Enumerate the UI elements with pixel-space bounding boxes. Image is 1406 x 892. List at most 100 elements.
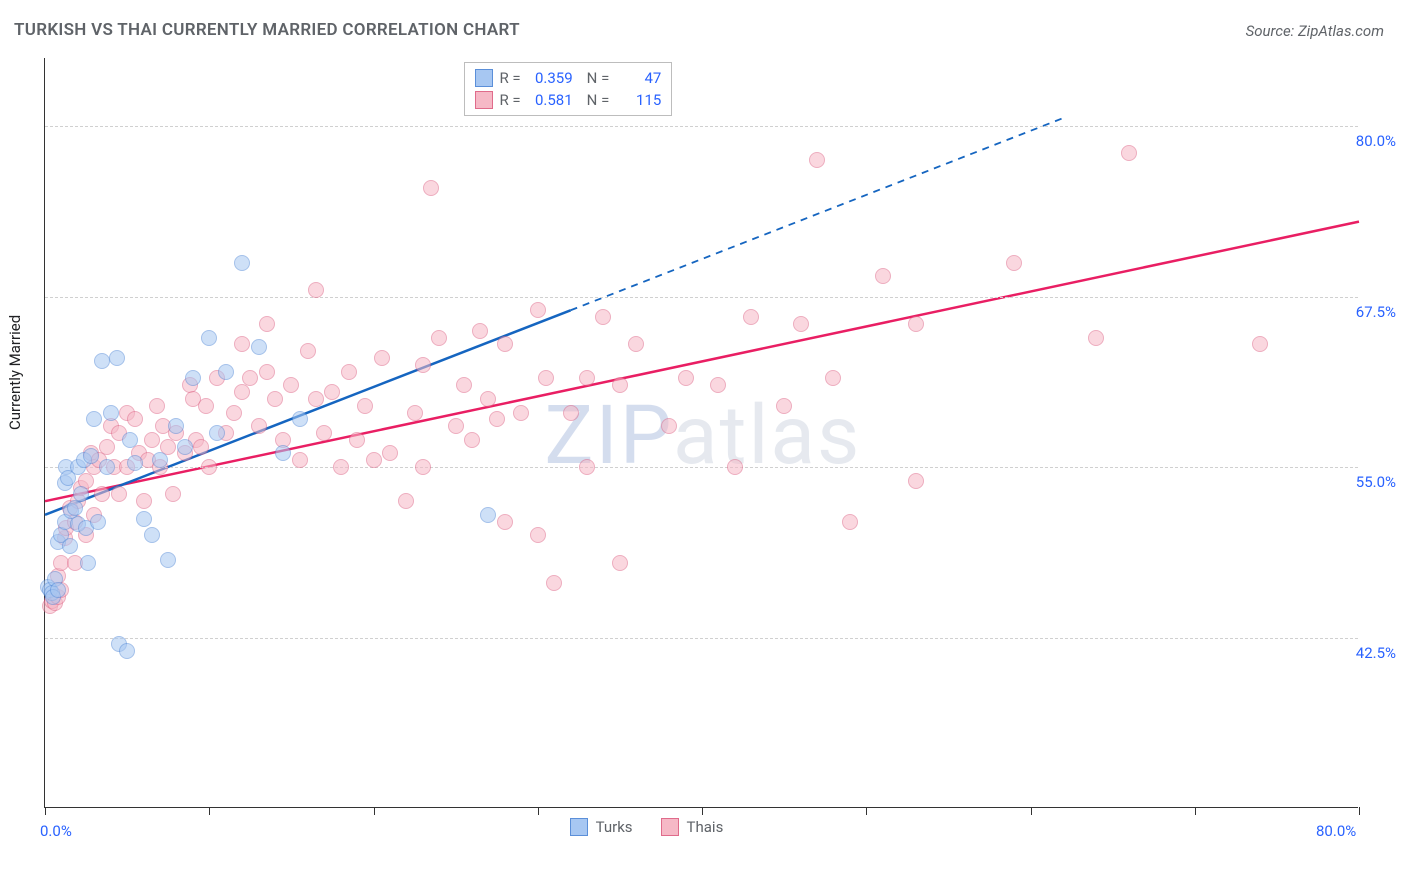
- x-tick: [1195, 807, 1196, 815]
- data-point-thais: [456, 377, 472, 393]
- data-point-thais: [563, 405, 579, 421]
- data-point-thais: [513, 405, 529, 421]
- data-point-turks: [144, 527, 160, 543]
- data-point-turks: [218, 364, 234, 380]
- data-point-thais: [234, 384, 250, 400]
- y-tick-label: 55.0%: [1356, 473, 1396, 491]
- data-point-turks: [209, 425, 225, 441]
- data-point-thais: [308, 282, 324, 298]
- y-tick-label: 80.0%: [1356, 132, 1396, 150]
- data-point-thais: [1006, 255, 1022, 271]
- data-point-turks: [292, 411, 308, 427]
- data-point-thais: [111, 486, 127, 502]
- data-point-thais: [908, 473, 924, 489]
- data-point-thais: [423, 180, 439, 196]
- legend-item-turks: Turks: [570, 818, 633, 836]
- data-point-thais: [349, 432, 365, 448]
- data-point-thais: [1088, 330, 1104, 346]
- data-point-turks: [201, 330, 217, 346]
- data-point-thais: [661, 418, 677, 434]
- data-point-turks: [94, 353, 110, 369]
- n-prefix: N =: [587, 91, 610, 109]
- n-value-turks: 47: [615, 69, 661, 87]
- data-point-thais: [398, 493, 414, 509]
- chart-container: TURKISH VS THAI CURRENTLY MARRIED CORREL…: [0, 0, 1406, 892]
- y-axis-label: Currently Married: [6, 315, 24, 430]
- data-point-thais: [415, 357, 431, 373]
- data-point-thais: [579, 459, 595, 475]
- data-point-thais: [612, 377, 628, 393]
- data-point-thais: [324, 384, 340, 400]
- data-point-thais: [908, 316, 924, 332]
- data-point-turks: [251, 339, 267, 355]
- r-prefix: R =: [499, 69, 520, 87]
- data-point-thais: [842, 514, 858, 530]
- data-point-thais: [415, 459, 431, 475]
- data-point-thais: [431, 330, 447, 346]
- legend-stats-row-turks: R = 0.359 N = 47: [475, 67, 661, 89]
- data-point-turks: [160, 552, 176, 568]
- data-point-thais: [546, 575, 562, 591]
- data-point-thais: [259, 316, 275, 332]
- legend-label-thais: Thais: [687, 818, 724, 836]
- data-point-thais: [875, 268, 891, 284]
- data-point-thais: [283, 377, 299, 393]
- data-point-turks: [119, 643, 135, 659]
- data-point-thais: [149, 398, 165, 414]
- data-point-thais: [727, 459, 743, 475]
- n-prefix: N =: [587, 69, 610, 87]
- data-point-thais: [595, 309, 611, 325]
- data-point-turks: [480, 507, 496, 523]
- data-point-turks: [86, 411, 102, 427]
- data-point-turks: [90, 514, 106, 530]
- data-point-thais: [382, 445, 398, 461]
- gridline: [45, 467, 1358, 468]
- data-point-thais: [480, 391, 496, 407]
- data-point-turks: [67, 500, 83, 516]
- x-tick: [209, 807, 210, 815]
- data-point-thais: [793, 316, 809, 332]
- n-value-thais: 115: [615, 91, 661, 109]
- data-point-thais: [809, 152, 825, 168]
- data-point-thais: [333, 459, 349, 475]
- data-point-thais: [201, 459, 217, 475]
- data-point-thais: [316, 425, 332, 441]
- data-point-thais: [1121, 145, 1137, 161]
- data-point-turks: [109, 350, 125, 366]
- data-point-thais: [497, 336, 513, 352]
- gridline: [45, 638, 1358, 639]
- data-point-turks: [80, 555, 96, 571]
- r-prefix: R =: [499, 91, 520, 109]
- data-point-thais: [99, 439, 115, 455]
- r-value-turks: 0.359: [527, 69, 573, 87]
- data-point-thais: [234, 336, 250, 352]
- x-tick: [702, 807, 703, 815]
- data-point-turks: [99, 459, 115, 475]
- data-point-thais: [710, 377, 726, 393]
- data-point-thais: [530, 527, 546, 543]
- plot-area: ZIPatlas: [44, 58, 1358, 808]
- data-point-thais: [407, 405, 423, 421]
- data-point-thais: [1252, 336, 1268, 352]
- data-point-thais: [357, 398, 373, 414]
- x-tick: [538, 807, 539, 815]
- legend-label-turks: Turks: [596, 818, 633, 836]
- data-point-thais: [579, 370, 595, 386]
- data-point-turks: [127, 455, 143, 471]
- data-point-thais: [341, 364, 357, 380]
- data-point-turks: [177, 439, 193, 455]
- r-value-thais: 0.581: [527, 91, 573, 109]
- x-tick-label: 0.0%: [40, 822, 72, 840]
- data-point-thais: [472, 323, 488, 339]
- data-point-turks: [62, 538, 78, 554]
- data-point-thais: [136, 493, 152, 509]
- data-point-thais: [251, 418, 267, 434]
- data-point-thais: [530, 302, 546, 318]
- legend-swatch-icon: [570, 818, 588, 836]
- data-point-thais: [825, 370, 841, 386]
- x-tick: [866, 807, 867, 815]
- data-point-turks: [73, 486, 89, 502]
- data-point-turks: [234, 255, 250, 271]
- x-tick: [1359, 807, 1360, 815]
- x-tick: [374, 807, 375, 815]
